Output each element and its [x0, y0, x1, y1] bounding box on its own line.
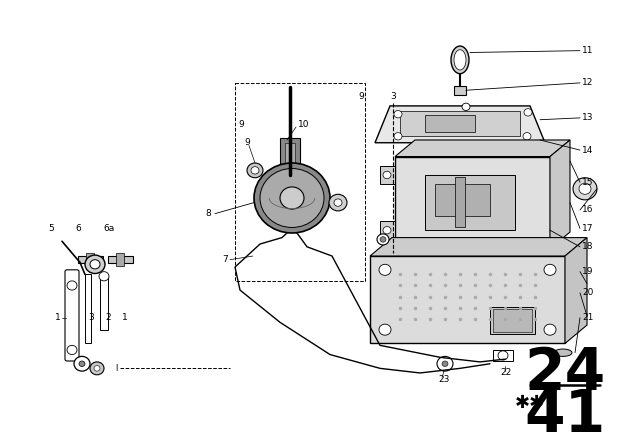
Bar: [395, 156, 550, 249]
Text: 16: 16: [582, 206, 593, 215]
Text: 24: 24: [524, 345, 605, 402]
Polygon shape: [370, 237, 587, 256]
Polygon shape: [550, 140, 570, 249]
Circle shape: [544, 264, 556, 276]
Bar: [455, 177, 465, 228]
Circle shape: [579, 183, 591, 194]
Circle shape: [334, 199, 342, 206]
Circle shape: [251, 167, 259, 174]
Text: 18: 18: [582, 242, 593, 251]
Text: 20: 20: [582, 289, 593, 297]
Text: 1: 1: [122, 313, 128, 322]
Text: 2: 2: [105, 313, 111, 322]
Bar: [425, 175, 515, 230]
Bar: [78, 256, 103, 263]
Text: 10: 10: [298, 120, 310, 129]
Bar: [280, 138, 300, 175]
Bar: [493, 310, 532, 332]
Text: 7: 7: [222, 255, 228, 264]
Text: 9: 9: [358, 92, 364, 101]
Bar: [380, 221, 395, 239]
Circle shape: [377, 234, 389, 245]
Bar: [235, 83, 365, 281]
Circle shape: [94, 366, 100, 371]
Text: 12: 12: [582, 78, 593, 87]
Bar: [85, 275, 91, 344]
Ellipse shape: [451, 46, 469, 73]
Text: 3: 3: [390, 92, 396, 101]
Text: l: l: [115, 364, 117, 373]
Ellipse shape: [554, 349, 572, 357]
Text: 6a: 6a: [103, 224, 115, 233]
Text: 14: 14: [582, 146, 593, 155]
Text: 3: 3: [88, 313, 93, 322]
Circle shape: [99, 271, 109, 281]
Bar: [490, 307, 535, 334]
Bar: [108, 256, 133, 263]
Circle shape: [247, 163, 263, 178]
Text: ✱✱: ✱✱: [515, 394, 545, 412]
Circle shape: [280, 187, 304, 209]
Circle shape: [90, 260, 100, 269]
Circle shape: [380, 237, 386, 242]
Ellipse shape: [454, 50, 466, 70]
Bar: [493, 350, 513, 361]
Circle shape: [329, 194, 347, 211]
Text: 17: 17: [582, 224, 593, 233]
Bar: [100, 275, 108, 330]
Bar: [370, 256, 565, 344]
Circle shape: [379, 264, 391, 276]
Text: 9: 9: [238, 120, 244, 129]
Text: 19: 19: [582, 267, 593, 276]
Polygon shape: [395, 140, 570, 156]
Circle shape: [462, 103, 470, 111]
Circle shape: [544, 324, 556, 335]
Circle shape: [79, 361, 85, 366]
Text: 11: 11: [582, 46, 593, 55]
Bar: [400, 111, 520, 136]
Circle shape: [573, 178, 597, 200]
Bar: [454, 86, 466, 95]
Text: 6: 6: [75, 224, 81, 233]
Circle shape: [74, 357, 90, 371]
Circle shape: [383, 227, 391, 234]
Text: 41: 41: [524, 387, 605, 444]
FancyBboxPatch shape: [65, 270, 79, 361]
Circle shape: [394, 111, 402, 118]
Bar: [116, 253, 124, 266]
Text: 22: 22: [500, 368, 511, 378]
Text: 13: 13: [582, 113, 593, 122]
Circle shape: [260, 168, 324, 228]
Bar: [435, 184, 490, 216]
Circle shape: [379, 324, 391, 335]
Bar: [285, 143, 295, 170]
Text: 9: 9: [244, 138, 250, 147]
Circle shape: [67, 281, 77, 290]
Circle shape: [524, 109, 532, 116]
Text: 1: 1: [55, 313, 61, 322]
Text: 21: 21: [582, 313, 593, 322]
Text: 8: 8: [205, 209, 211, 218]
Text: 15: 15: [582, 178, 593, 187]
Bar: [380, 166, 395, 184]
Bar: [425, 115, 475, 132]
Circle shape: [523, 133, 531, 140]
Circle shape: [394, 133, 402, 140]
Circle shape: [254, 163, 330, 233]
Text: 23: 23: [438, 375, 449, 384]
Polygon shape: [375, 106, 545, 143]
Circle shape: [383, 171, 391, 179]
Circle shape: [442, 361, 448, 366]
Circle shape: [498, 351, 508, 360]
Circle shape: [90, 362, 104, 375]
Circle shape: [67, 345, 77, 354]
Text: 5: 5: [48, 224, 54, 233]
Circle shape: [437, 357, 453, 371]
Bar: [86, 253, 94, 266]
Polygon shape: [565, 237, 587, 344]
Circle shape: [85, 255, 105, 274]
